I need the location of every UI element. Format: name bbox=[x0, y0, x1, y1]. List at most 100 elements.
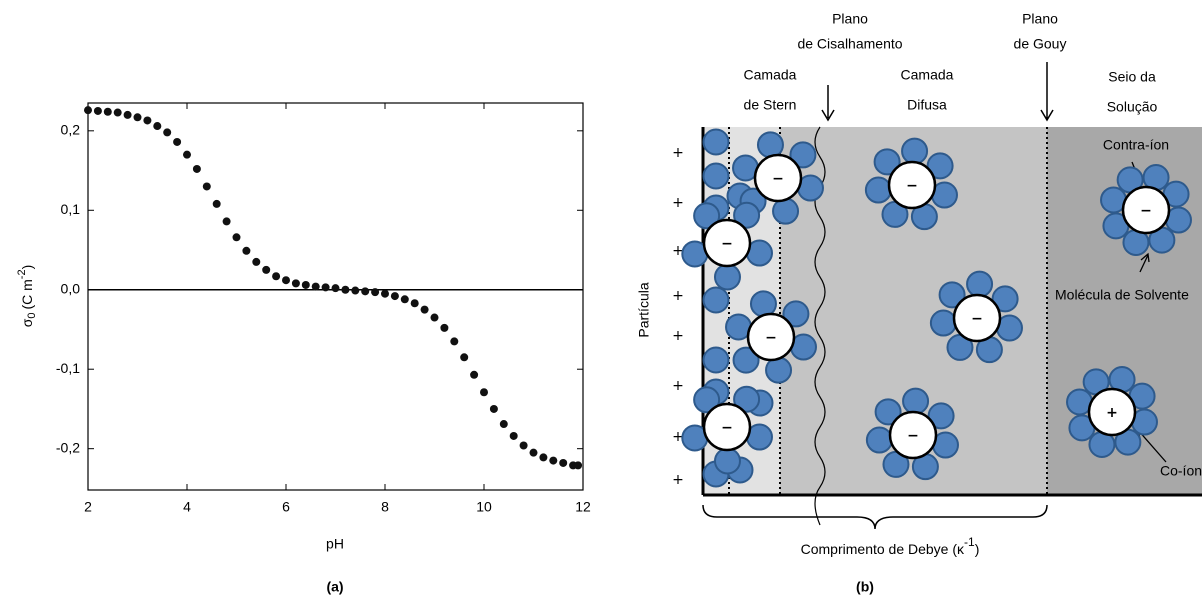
data-point bbox=[163, 128, 172, 137]
data-point bbox=[351, 286, 360, 295]
data-point bbox=[341, 285, 350, 294]
diffuse-layer-label: Camada bbox=[901, 67, 954, 83]
solvent-molecule bbox=[733, 201, 761, 229]
panel-caption: (a) bbox=[326, 579, 343, 595]
data-point bbox=[410, 299, 419, 308]
solvent-molecule bbox=[732, 346, 760, 374]
data-point bbox=[84, 106, 92, 115]
solvent-molecule bbox=[938, 281, 966, 309]
particle-charge: + bbox=[672, 195, 684, 211]
data-point bbox=[539, 453, 548, 462]
ion bbox=[952, 293, 1002, 343]
chart-panel: pH σ0 (C m-2) (a) 2 4 6 8 10 12 -0,2 -0,1 0,0 0,1 0… bbox=[16, 102, 591, 595]
solvent-molecule bbox=[929, 309, 957, 337]
data-point bbox=[470, 370, 479, 379]
panel-caption: (b) bbox=[856, 579, 874, 595]
data-point bbox=[242, 246, 251, 255]
solvent-molecule bbox=[693, 386, 721, 414]
solvent-molecule bbox=[693, 202, 721, 230]
solvent-molecule bbox=[733, 385, 761, 413]
data-point bbox=[400, 295, 409, 304]
ion-sign: − bbox=[721, 236, 733, 252]
gouy-arrow bbox=[1040, 62, 1054, 122]
solvent-molecule bbox=[772, 197, 800, 225]
particle-charge: + bbox=[672, 328, 684, 344]
counter-ion-label: Contra-íon bbox=[1103, 137, 1169, 153]
particle-charge: + bbox=[672, 145, 684, 161]
debye-text: Comprimento de Debye (κ bbox=[801, 541, 965, 557]
particle-charge: + bbox=[672, 288, 684, 304]
ion bbox=[753, 153, 803, 203]
ion-sign: + bbox=[1106, 405, 1118, 421]
data-point bbox=[371, 288, 380, 297]
data-point bbox=[212, 199, 221, 208]
data-point bbox=[202, 182, 211, 191]
solvent-molecule bbox=[873, 148, 901, 176]
solvent-molecule bbox=[749, 290, 777, 318]
data-point bbox=[222, 217, 231, 226]
data-point bbox=[291, 279, 300, 288]
data-point bbox=[450, 337, 459, 346]
y-tick-label: 0,1 bbox=[61, 201, 81, 217]
solvent-molecule bbox=[926, 152, 954, 180]
x-tick-label: 2 bbox=[84, 499, 92, 515]
solvent-molecule bbox=[713, 263, 741, 291]
y-label-close: ) bbox=[19, 265, 35, 270]
debye-label: Comprimento de Debye (κ-1) bbox=[801, 535, 980, 557]
solvent-molecule bbox=[874, 398, 902, 426]
ion-sign: − bbox=[1140, 203, 1152, 219]
solvent-molecule bbox=[789, 141, 817, 169]
data-point bbox=[480, 388, 488, 397]
bulk-label: Seio da bbox=[1108, 69, 1156, 85]
data-point bbox=[519, 441, 528, 450]
solvent-molecule bbox=[702, 162, 730, 190]
data-point bbox=[440, 323, 449, 332]
data-point bbox=[301, 280, 310, 289]
ion bbox=[888, 410, 938, 460]
data-point bbox=[173, 137, 182, 146]
data-point bbox=[574, 461, 583, 470]
stern-layer-label: de Stern bbox=[744, 97, 797, 113]
data-point bbox=[232, 233, 241, 242]
x-tick-label: 4 bbox=[183, 499, 191, 515]
ion-sign: − bbox=[906, 178, 918, 194]
x-tick-label: 8 bbox=[381, 499, 389, 515]
data-point bbox=[183, 150, 191, 159]
x-tick-label: 12 bbox=[575, 499, 591, 515]
data-point bbox=[123, 110, 132, 119]
solvent-arrow bbox=[1139, 252, 1150, 273]
debye-brace bbox=[702, 504, 1048, 530]
data-point bbox=[489, 404, 498, 413]
x-axis-label: pH bbox=[326, 536, 344, 552]
solvent-molecule bbox=[991, 285, 1019, 313]
gouy-plane-label: Plano bbox=[1022, 11, 1058, 27]
particle-label: Partícula bbox=[636, 282, 652, 337]
y-tick-label: -0,2 bbox=[56, 439, 80, 455]
y-label-subscript: 0 bbox=[26, 313, 38, 319]
ion-sign: − bbox=[721, 420, 733, 436]
data-point bbox=[430, 313, 439, 322]
shear-plane-label: Plano bbox=[832, 11, 868, 27]
gouy-plane-label: de Gouy bbox=[1014, 36, 1067, 52]
y-tick-label: 0,2 bbox=[61, 122, 81, 138]
ion bbox=[702, 402, 752, 452]
solvent-molecule bbox=[702, 346, 730, 374]
data-point bbox=[549, 456, 558, 465]
diagram-panel: Plano de Cisalhamento Plano de Gouy Cama… bbox=[636, 11, 1202, 595]
y-label-exponent: -2 bbox=[16, 269, 28, 279]
solvent-molecule bbox=[782, 300, 810, 328]
data-point bbox=[331, 284, 340, 293]
data-point bbox=[143, 116, 152, 125]
solvent-molecule bbox=[966, 270, 994, 298]
co-ion-label: Co-íon bbox=[1160, 463, 1202, 479]
ion bbox=[1087, 387, 1137, 437]
data-point bbox=[559, 458, 568, 467]
data-point bbox=[381, 289, 389, 298]
particle-charge: + bbox=[672, 378, 684, 394]
data-point bbox=[93, 106, 102, 115]
solvent-molecule bbox=[756, 131, 784, 159]
solvent-molecule bbox=[927, 402, 955, 430]
data-point bbox=[133, 113, 142, 122]
y-axis-label: σ0 (C m-2) bbox=[16, 265, 38, 328]
